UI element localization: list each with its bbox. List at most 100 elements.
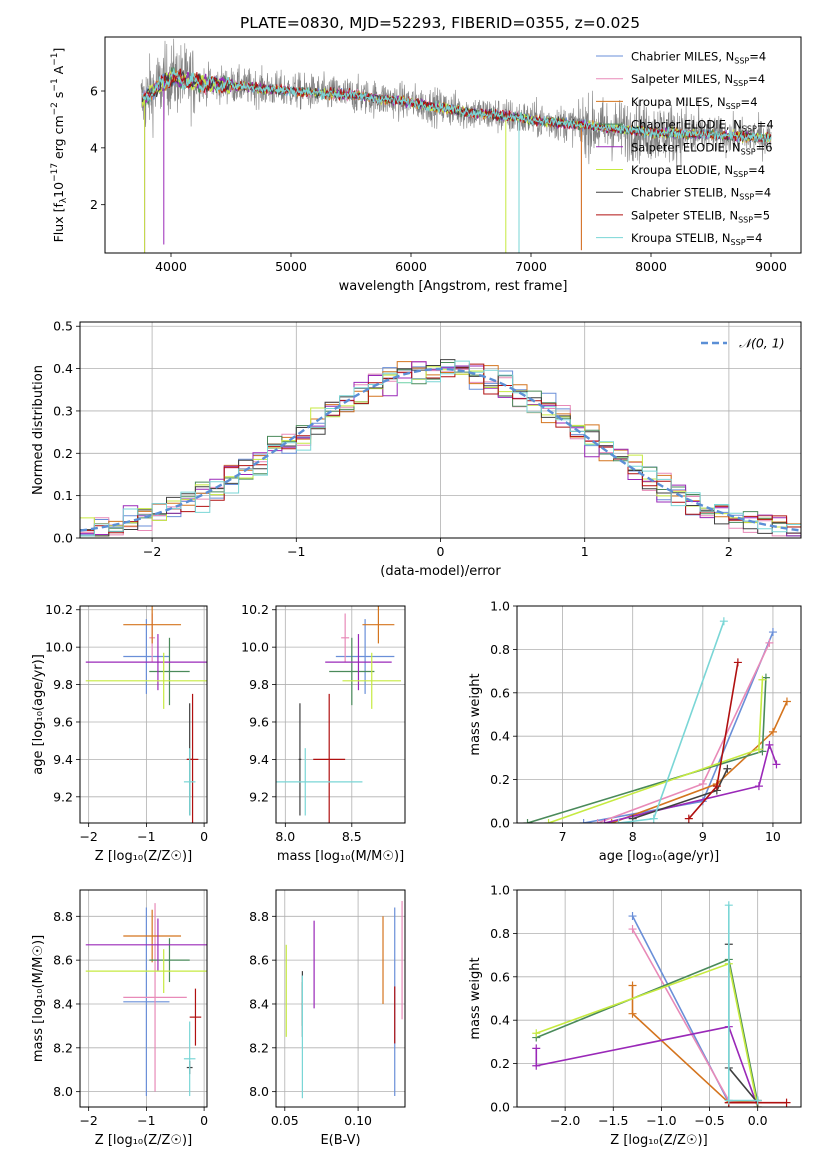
y-tick-label: 1.0: [490, 599, 510, 614]
x-tick-label: 2: [725, 544, 733, 559]
legend-equals: =: [757, 118, 767, 132]
mass-weight-line-5: [535, 1025, 759, 1107]
x-axis-label: Z [log₁₀(Z/Z☉)]: [95, 1133, 192, 1148]
x-tick-label: 1: [581, 544, 589, 559]
x-tick-label: 7: [559, 829, 567, 844]
legend-separator: , N: [725, 140, 741, 154]
x-axis-label: mass [log₁₀(M/M☉)]: [277, 849, 404, 864]
mass-weight-marker: [733, 658, 742, 667]
axes-frame: [79, 889, 208, 1108]
y-axis-label-part: −2: [50, 102, 60, 115]
mass-weight-marker: [753, 1096, 762, 1105]
legend-separator: , N: [715, 231, 731, 245]
mass-weight-marker: [782, 1098, 791, 1107]
mass-weight-marker: [765, 740, 774, 749]
mass-weight-marker: [758, 675, 767, 684]
y-tick-label: 10.2: [241, 602, 269, 617]
y-tick-label: 8.6: [249, 953, 269, 968]
legend-entry: Kroupa ELODIE, NSSP=4: [631, 163, 765, 179]
legend-model-name: Chabrier MILES: [631, 50, 718, 64]
x-tick-label: 8000: [635, 259, 667, 274]
y-axis-label: mass weight: [468, 957, 483, 1039]
x-tick-label: 0.10: [344, 1113, 372, 1128]
x-tick-label: 0: [200, 829, 208, 844]
x-tick-label: 8: [629, 829, 637, 844]
mass-weight-marker: [628, 981, 637, 990]
x-tick-label: 10: [765, 829, 781, 844]
y-axis-label-part: 10: [51, 182, 66, 198]
x-tick-label: −1: [137, 1113, 155, 1128]
y-axis-label-part: λ: [59, 197, 69, 203]
mass-weight-line-3: [611, 701, 788, 823]
mass-weight-marker: [712, 782, 721, 791]
x-tick-label: −1.5: [598, 1113, 628, 1128]
mass-weight-marker: [768, 727, 777, 736]
y-tick-label: 8.0: [249, 1084, 269, 1099]
y-tick-label: 9.4: [53, 752, 73, 767]
legend-separator: , N: [718, 50, 734, 64]
x-tick-label: −2.0: [550, 1113, 580, 1128]
mass-weight-line-9: [728, 905, 758, 1102]
axes-frame: [516, 889, 802, 1108]
legend-model-name: Kroupa MILES: [631, 95, 710, 109]
legend-entry: Kroupa STELIB, NSSP=4: [631, 231, 763, 247]
x-axis-label: Z [log₁₀(Z/Z☉)]: [95, 849, 192, 864]
y-axis-label: mass [log₁₀(M/M☉)]: [31, 935, 46, 1062]
y-tick-label: 0.8: [490, 926, 510, 941]
legend-entry: Salpeter MILES, NSSP=4: [631, 72, 765, 88]
mass-weight-line-3: [631, 985, 758, 1104]
y-tick-label: 9.6: [53, 714, 73, 729]
legend-nssp: 4: [750, 95, 757, 109]
legend-subscript: SSP: [726, 102, 741, 111]
weight-vs-metallicity-panel: −2.0 −1.5 −1.0 −0.5 0.0 0.0 0.2 0.4 0.6 0.8 1.0 Z […: [468, 883, 802, 1148]
x-tick-label: −2: [79, 829, 97, 844]
y-tick-label: 9.8: [249, 677, 269, 692]
legend-model-name: Chabrier STELIB: [631, 186, 723, 200]
mass-weight-marker: [723, 764, 732, 773]
y-axis-label: Normed distribution: [31, 365, 46, 495]
legend-equals: =: [756, 140, 766, 154]
x-tick-label: −1: [287, 544, 305, 559]
legend-model-name: Salpeter MILES: [631, 72, 717, 86]
y-tick-label: 0.0: [490, 816, 510, 831]
mass-weight-marker: [684, 814, 693, 823]
y-axis-label-part: Flux [f: [51, 203, 66, 243]
legend-model-name: Kroupa STELIB: [631, 231, 715, 245]
mass-weight-marker: [698, 779, 707, 788]
mass-weight-marker: [532, 1044, 541, 1053]
x-tick-label: 0.0: [748, 1113, 768, 1128]
mass-weight-line-6: [536, 962, 759, 1107]
x-tick-label: 8.0: [275, 829, 295, 844]
x-axis-label: age [log₁₀(age/yr)]: [599, 849, 720, 864]
error-bars: [276, 606, 402, 823]
y-tick-label: 0.5: [53, 319, 73, 334]
legend-entry: Salpeter ELODIE, NSSP=6: [631, 140, 773, 156]
mass-weight-marker: [600, 819, 609, 823]
legend-nssp: 6: [765, 140, 772, 154]
legend-entry: Chabrier ELODIE, NSSP=4: [631, 118, 774, 134]
y-tick-label: 0.4: [53, 361, 73, 376]
y-tick-label: 2: [90, 197, 98, 212]
y-tick-label: 9.6: [249, 714, 269, 729]
weight-lines: [523, 617, 791, 823]
weight-lines: [532, 901, 791, 1107]
y-tick-label: 9.4: [249, 752, 269, 767]
mass-weight-line-1: [583, 631, 774, 823]
legend-model-name: Chabrier ELODIE: [631, 118, 726, 132]
mass-weight-marker: [765, 638, 774, 647]
y-tick-label: 8.8: [249, 909, 269, 924]
mass-weight-marker: [607, 819, 616, 823]
y-tick-label: 0.6: [490, 685, 510, 700]
y-axis-label: age [log₁₀(age/yr)]: [31, 654, 46, 775]
spectrum-traces: [140, 38, 772, 253]
mass-weight-marker: [532, 1029, 541, 1038]
mass-weight-marker: [719, 617, 728, 626]
error-bars: [85, 903, 207, 1097]
mass-weight-line-8: [688, 662, 739, 820]
y-axis-label-part: −1: [50, 78, 60, 91]
mass-weight-marker: [628, 912, 637, 921]
mass-weight-line-4: [535, 958, 759, 1103]
y-tick-label: 0.2: [490, 1056, 510, 1071]
y-axis-label: Flux [fλ10−17 erg cm−2 s−1 A−1]: [50, 48, 69, 243]
